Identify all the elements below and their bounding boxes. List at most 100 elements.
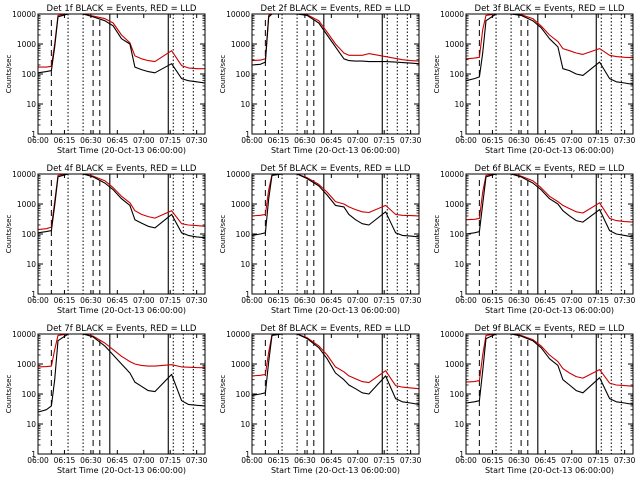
x-tick-label: 06:15: [482, 456, 504, 465]
x-tick-label: 06:00: [241, 456, 263, 465]
y-tick-label: 100: [450, 70, 465, 79]
x-tick-label: 06:45: [107, 296, 129, 305]
x-tick-label: 07:15: [159, 136, 181, 145]
chart-title: Det 3f BLACK = Events, RED = LLD: [475, 4, 625, 14]
y-axis-label: Counts/sec: [433, 55, 441, 94]
y-axis-label: Counts/sec: [219, 55, 227, 94]
x-tick-label: 06:45: [321, 456, 343, 465]
x-tick-label: 07:00: [347, 456, 369, 465]
x-tick-label: 07:30: [614, 296, 636, 305]
x-tick-label: 06:00: [27, 136, 49, 145]
x-axis-label: Start Time (20-Oct-13 06:00:00): [57, 146, 186, 155]
x-tick-label: 07:30: [614, 456, 636, 465]
x-tick-label: 06:00: [455, 456, 477, 465]
x-tick-label: 07:30: [400, 456, 422, 465]
chart-panel-6: Det 6f BLACK = Events, RED = LLD Counts/s…: [433, 164, 636, 315]
x-tick-label: 07:00: [133, 456, 155, 465]
x-tick-label: 06:30: [80, 136, 102, 145]
x-axis-label: Start Time (20-Oct-13 06:00:00): [271, 306, 400, 315]
x-tick-label: 06:15: [268, 136, 290, 145]
chart-panel-4: Det 4f BLACK = Events, RED = LLD Counts/s…: [5, 164, 208, 315]
x-tick-label: 06:15: [54, 136, 76, 145]
x-tick-label: 06:30: [508, 296, 530, 305]
series-line-lld: [251, 333, 420, 390]
series-line-lld: [251, 13, 420, 62]
y-tick-label: 1000: [445, 360, 464, 369]
series-line-lld: [465, 333, 634, 387]
y-axis-label: Counts/sec: [5, 55, 13, 94]
x-tick-label: 06:30: [508, 136, 530, 145]
x-tick-label: 06:45: [535, 456, 557, 465]
x-tick-label: 06:30: [294, 456, 316, 465]
y-tick-label: 10000: [440, 170, 464, 179]
chart-panel-9: Det 9f BLACK = Events, RED = LLD Counts/s…: [433, 324, 636, 475]
y-axis-label: Counts/sec: [433, 215, 441, 254]
chart-title: Det 8f BLACK = Events, RED = LLD: [261, 324, 411, 334]
chart-title: Det 2f BLACK = Events, RED = LLD: [261, 4, 411, 14]
x-tick-label: 06:15: [268, 456, 290, 465]
series-line-events: [465, 173, 634, 238]
chart-title: Det 9f BLACK = Events, RED = LLD: [475, 324, 625, 334]
x-tick-label: 06:30: [294, 296, 316, 305]
y-tick-label: 100: [22, 70, 37, 79]
x-tick-label: 06:30: [80, 456, 102, 465]
y-tick-label: 100: [22, 230, 37, 239]
chart-title: Det 6f BLACK = Events, RED = LLD: [475, 164, 625, 174]
y-axis-label: Counts/sec: [219, 375, 227, 414]
series-line-lld: [37, 173, 206, 231]
x-tick-label: 06:00: [27, 456, 49, 465]
y-tick-label: 100: [450, 230, 465, 239]
y-axis-label: Counts/sec: [433, 375, 441, 414]
x-tick-label: 07:30: [186, 296, 208, 305]
y-tick-label: 10: [454, 420, 464, 429]
chart-title: Det 7f BLACK = Events, RED = LLD: [47, 324, 197, 334]
y-tick-label: 1: [245, 130, 250, 139]
x-tick-label: 07:00: [347, 136, 369, 145]
x-axis-label: Start Time (20-Oct-13 06:00:00): [57, 306, 186, 315]
series-line-events: [251, 173, 420, 238]
y-tick-label: 1000: [231, 200, 250, 209]
y-tick-label: 1: [459, 450, 464, 459]
x-axis-label: Start Time (20-Oct-13 06:00:00): [485, 306, 614, 315]
y-axis-label: Counts/sec: [5, 215, 13, 254]
x-tick-label: 06:30: [508, 456, 530, 465]
y-tick-label: 10: [240, 420, 250, 429]
series-line-events: [37, 13, 206, 84]
x-tick-label: 06:00: [27, 296, 49, 305]
y-tick-label: 1000: [17, 200, 36, 209]
x-axis-label: Start Time (20-Oct-13 06:00:00): [485, 466, 614, 475]
x-tick-label: 06:45: [535, 296, 557, 305]
chart-panel-8: Det 8f BLACK = Events, RED = LLD Counts/s…: [219, 324, 422, 475]
x-tick-label: 07:15: [373, 136, 395, 145]
y-tick-label: 1000: [17, 360, 36, 369]
y-tick-label: 100: [236, 230, 251, 239]
x-tick-label: 07:00: [561, 136, 583, 145]
x-tick-label: 06:30: [80, 296, 102, 305]
chart-title: Det 1f BLACK = Events, RED = LLD: [47, 4, 197, 14]
series-line-events: [251, 333, 420, 405]
series-line-events: [465, 13, 634, 85]
x-tick-label: 07:15: [587, 456, 609, 465]
x-tick-label: 06:15: [482, 136, 504, 145]
plot-frame: [465, 173, 634, 295]
series-line-lld: [465, 13, 634, 60]
y-tick-label: 100: [450, 390, 465, 399]
y-tick-label: 10: [454, 100, 464, 109]
plot-frame: [37, 13, 206, 135]
chart-panel-2: Det 2f BLACK = Events, RED = LLD Counts/s…: [219, 4, 422, 155]
y-tick-label: 1000: [445, 200, 464, 209]
x-tick-label: 06:15: [54, 456, 76, 465]
y-tick-label: 1: [31, 290, 36, 299]
x-tick-label: 07:30: [186, 136, 208, 145]
y-tick-label: 10: [26, 100, 36, 109]
y-tick-label: 100: [22, 390, 37, 399]
x-tick-label: 06:00: [241, 296, 263, 305]
y-tick-label: 1: [245, 450, 250, 459]
chart-title: Det 4f BLACK = Events, RED = LLD: [47, 164, 197, 174]
series-line-lld: [465, 173, 634, 223]
y-tick-label: 100: [236, 390, 251, 399]
plot-frame: [37, 333, 206, 455]
y-tick-label: 1000: [445, 40, 464, 49]
x-tick-label: 06:30: [294, 136, 316, 145]
